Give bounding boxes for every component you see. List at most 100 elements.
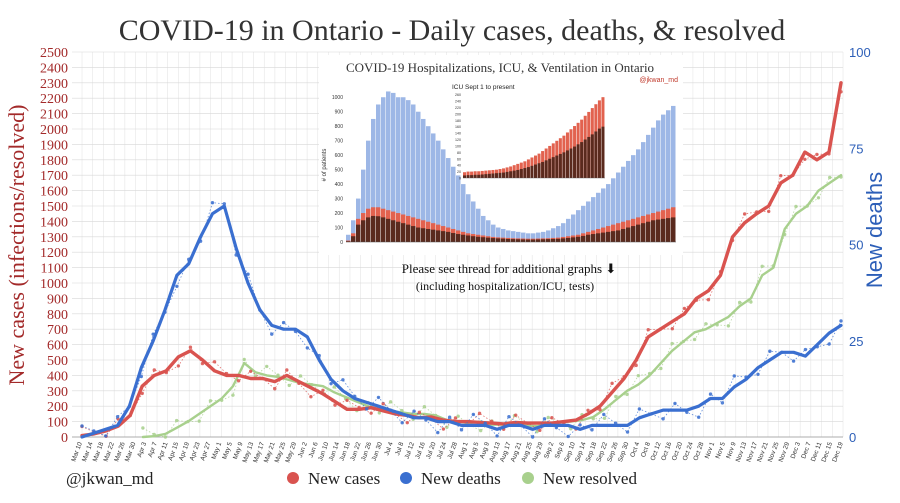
left-tick-label: 300 [47,385,68,400]
legend: New cases New deaths New resolved [287,469,637,488]
left-tick-label: 800 [47,308,68,323]
inset-bar-vent [446,231,451,242]
inset-bar-hosp [371,118,376,242]
inset-sub-bar-vent [494,173,498,178]
inset-bar-hosp [376,104,381,242]
data-point [670,327,675,331]
inset-bar-vent [631,226,636,242]
series-deaths [80,201,843,439]
inset-bar-vent [601,232,606,242]
inset-sub-bar-vent [537,163,541,178]
inset-bar-vent [486,237,491,242]
inset-sub-title: ICU Sept 1 to present [452,84,515,91]
inset-bar-vent [376,216,381,242]
inset-sub-bar-vent [519,169,523,178]
legend-marker [400,472,412,484]
data-point [815,152,819,157]
inset-bar-hosp [636,149,641,242]
inset-bar-hosp [466,194,471,242]
left-tick-label: 1400 [40,215,68,230]
inset-sub-ytick: 200 [455,112,461,116]
left-tick-label: 2000 [40,123,68,138]
inset-bar-vent [596,233,601,242]
inset-bar-vent [366,217,371,242]
inset-sub-ytick: 160 [455,125,461,129]
data-point [281,320,286,325]
inset-bar-vent [356,224,361,242]
inset-bar-hosp [471,201,476,242]
inset-bar-hosp [581,205,586,242]
inset-sub-bar-vent [534,164,538,178]
inset-bar-vent [466,235,471,242]
data-point [803,347,808,352]
inset-bar-vent [526,239,531,242]
inset-bar-hosp [546,230,551,242]
inset-bar-hosp [446,158,451,242]
inset-sub-ytick: 240 [455,100,461,104]
inset-sub-ytick: 80 [457,151,461,155]
inset-sub-bar-vent [544,160,548,178]
inset-sub-yticks: 0 20 40 60 80 100 120 140 160 180 200 220 240 260 [455,93,461,180]
inset-bar-hosp [646,134,651,242]
left-axis-label: New cases (infections/resolved) [4,104,29,385]
inset-bar-hosp [481,215,486,242]
inset-bars [346,91,676,243]
right-tick-label: 100 [849,45,871,60]
inset-bar-hosp [551,228,556,242]
left-tick-label: 700 [47,323,68,338]
inset-sub-bar-vent [484,174,488,178]
inset-sub-bar-vent [601,126,605,178]
footer-handle: @jkwan_md [66,469,154,488]
inset-bar-vent [421,228,426,242]
inset-bar-vent [536,239,541,242]
inset-bar-hosp [666,110,671,243]
legend-marker [287,472,299,484]
inset-bar-vent [546,239,551,242]
inset-bar-hosp [506,230,511,242]
inset-bar-vent [431,229,436,242]
legend-marker [522,472,534,484]
inset-bar-hosp [566,218,571,242]
inset-bar-vent [616,230,621,242]
inset-sub-bar-vent [480,174,484,178]
inset-bar-vent [416,227,421,242]
inset-bar-hosp [461,184,466,242]
inset-bar-vent [351,236,356,242]
left-tick-label: 1200 [40,246,68,261]
inset-bar-hosp [406,100,411,242]
right-axis-ticks: 0 25 50 75 100 [849,45,871,445]
left-axis-ticks: 0100200300400500600700800900100011001200… [40,46,68,446]
data-point [598,408,602,412]
inset-bar-vent [461,234,466,242]
data-point [828,175,832,180]
inset-bar-hosp [526,233,531,242]
inset-bar-vent [541,239,546,242]
data-point [768,349,772,353]
data-point [646,328,650,332]
inset-sub-bar-vent [590,134,594,178]
data-point [208,399,213,403]
inset-bar-hosp [586,201,591,242]
inset-sub-bars [463,97,605,179]
inset-sub-bar-icu [466,171,470,178]
inset-bar-hosp [531,233,536,242]
inset-bar-vent [651,220,656,242]
inset-bar-vent [506,238,511,242]
inset-bar-hosp [626,160,631,242]
inset-handle: @jkwan_md [639,77,678,84]
inset-bar-hosp [366,140,371,242]
inset-bar-hosp [401,97,406,242]
inset-bar-vent [581,235,586,242]
inset-sub-ytick: 20 [457,170,461,174]
left-tick-label: 2400 [40,61,68,76]
inset-bar-vent [391,220,396,242]
legend-label: New resolved [543,469,637,488]
inset-bar-hosp [486,220,491,242]
inset-sub-bar-vent [551,157,555,178]
inset-ytick: 100 [335,226,344,232]
left-tick-label: 1600 [40,185,68,200]
left-tick-label: 1700 [40,169,68,184]
inset-sub-bar-icu [477,171,481,178]
inset-bar-vent [496,238,501,242]
inset-bar-vent [621,228,626,242]
